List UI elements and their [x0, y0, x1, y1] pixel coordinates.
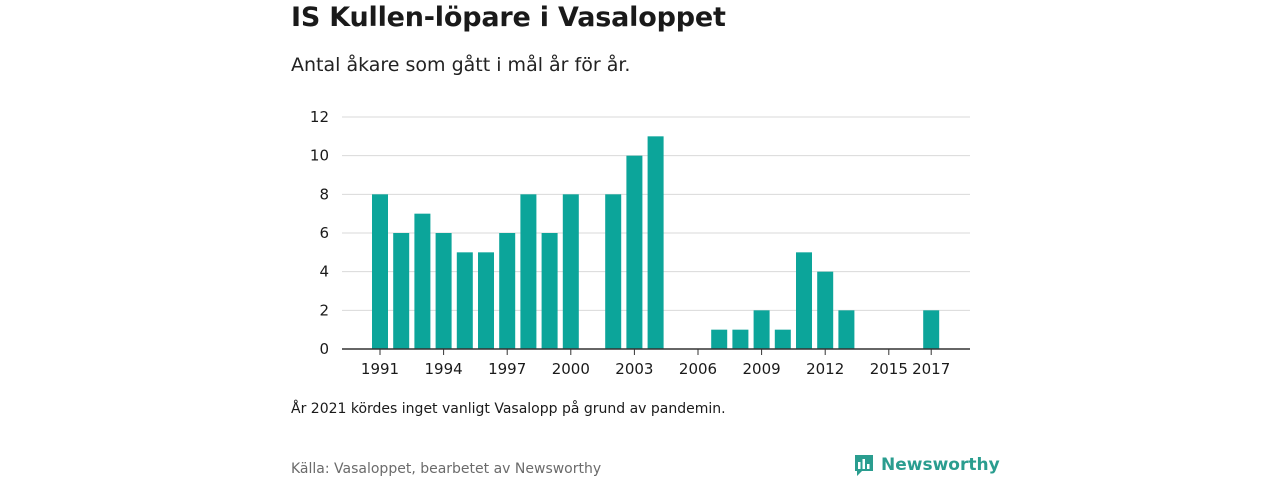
- newsworthy-logo-icon: [855, 455, 873, 476]
- x-tick-label: 1994: [425, 360, 463, 378]
- x-tick-label: 2012: [806, 360, 844, 378]
- bar-1992: [393, 233, 410, 349]
- y-tick-label: 4: [319, 263, 329, 281]
- y-tick-label: 2: [319, 301, 329, 319]
- bar-2017: [923, 310, 940, 349]
- x-tick-label: 2000: [552, 360, 590, 378]
- x-tick-label: 2006: [679, 360, 717, 378]
- bar-2010: [774, 329, 791, 349]
- bar-1994: [435, 233, 452, 349]
- bar-2012: [817, 271, 834, 349]
- y-tick-label: 6: [319, 224, 329, 242]
- chart-note: År 2021 kördes inget vanligt Vasalopp på…: [291, 401, 726, 417]
- x-tick-label: 2017: [912, 360, 950, 378]
- y-tick-label: 10: [310, 147, 329, 165]
- x-tick-label: 2015: [870, 360, 908, 378]
- brand-logo[interactable]: Newsworthy: [853, 453, 1000, 477]
- brand-name: Newsworthy: [881, 455, 1000, 475]
- bar-2007: [711, 329, 728, 349]
- source-text: Källa: Vasaloppet, bearbetet av Newswort…: [291, 461, 602, 477]
- chart-title: IS Kullen-löpare i Vasaloppet: [291, 2, 726, 33]
- bar-1997: [499, 233, 516, 349]
- bar-2002: [605, 194, 622, 349]
- bar-2009: [753, 310, 770, 349]
- x-tick-label: 2009: [743, 360, 781, 378]
- bar-1995: [456, 252, 473, 349]
- bar-1993: [414, 213, 431, 349]
- x-tick-label: 2003: [615, 360, 653, 378]
- bar-2000: [562, 194, 579, 349]
- x-tick-label: 1997: [488, 360, 526, 378]
- bar-1998: [520, 194, 537, 349]
- y-tick-label: 12: [310, 108, 329, 126]
- y-tick-label: 0: [319, 340, 329, 358]
- y-tick-label: 8: [319, 185, 329, 203]
- chart-subtitle: Antal åkare som gått i mål år för år.: [291, 54, 631, 76]
- bar-2011: [796, 252, 812, 349]
- bar-2004: [647, 136, 664, 349]
- bar-2008: [732, 329, 749, 349]
- x-tick-label: 1991: [361, 360, 399, 378]
- bar-1991: [372, 194, 388, 349]
- bar-2013: [838, 310, 855, 349]
- bar-2003: [626, 155, 643, 349]
- bar-chart: 0 2 4 6 8 10 12 1991 1994 1997 2000 2003 2006 2009 201…: [310, 108, 970, 378]
- bar-1999: [541, 233, 558, 349]
- bar-1996: [478, 252, 494, 349]
